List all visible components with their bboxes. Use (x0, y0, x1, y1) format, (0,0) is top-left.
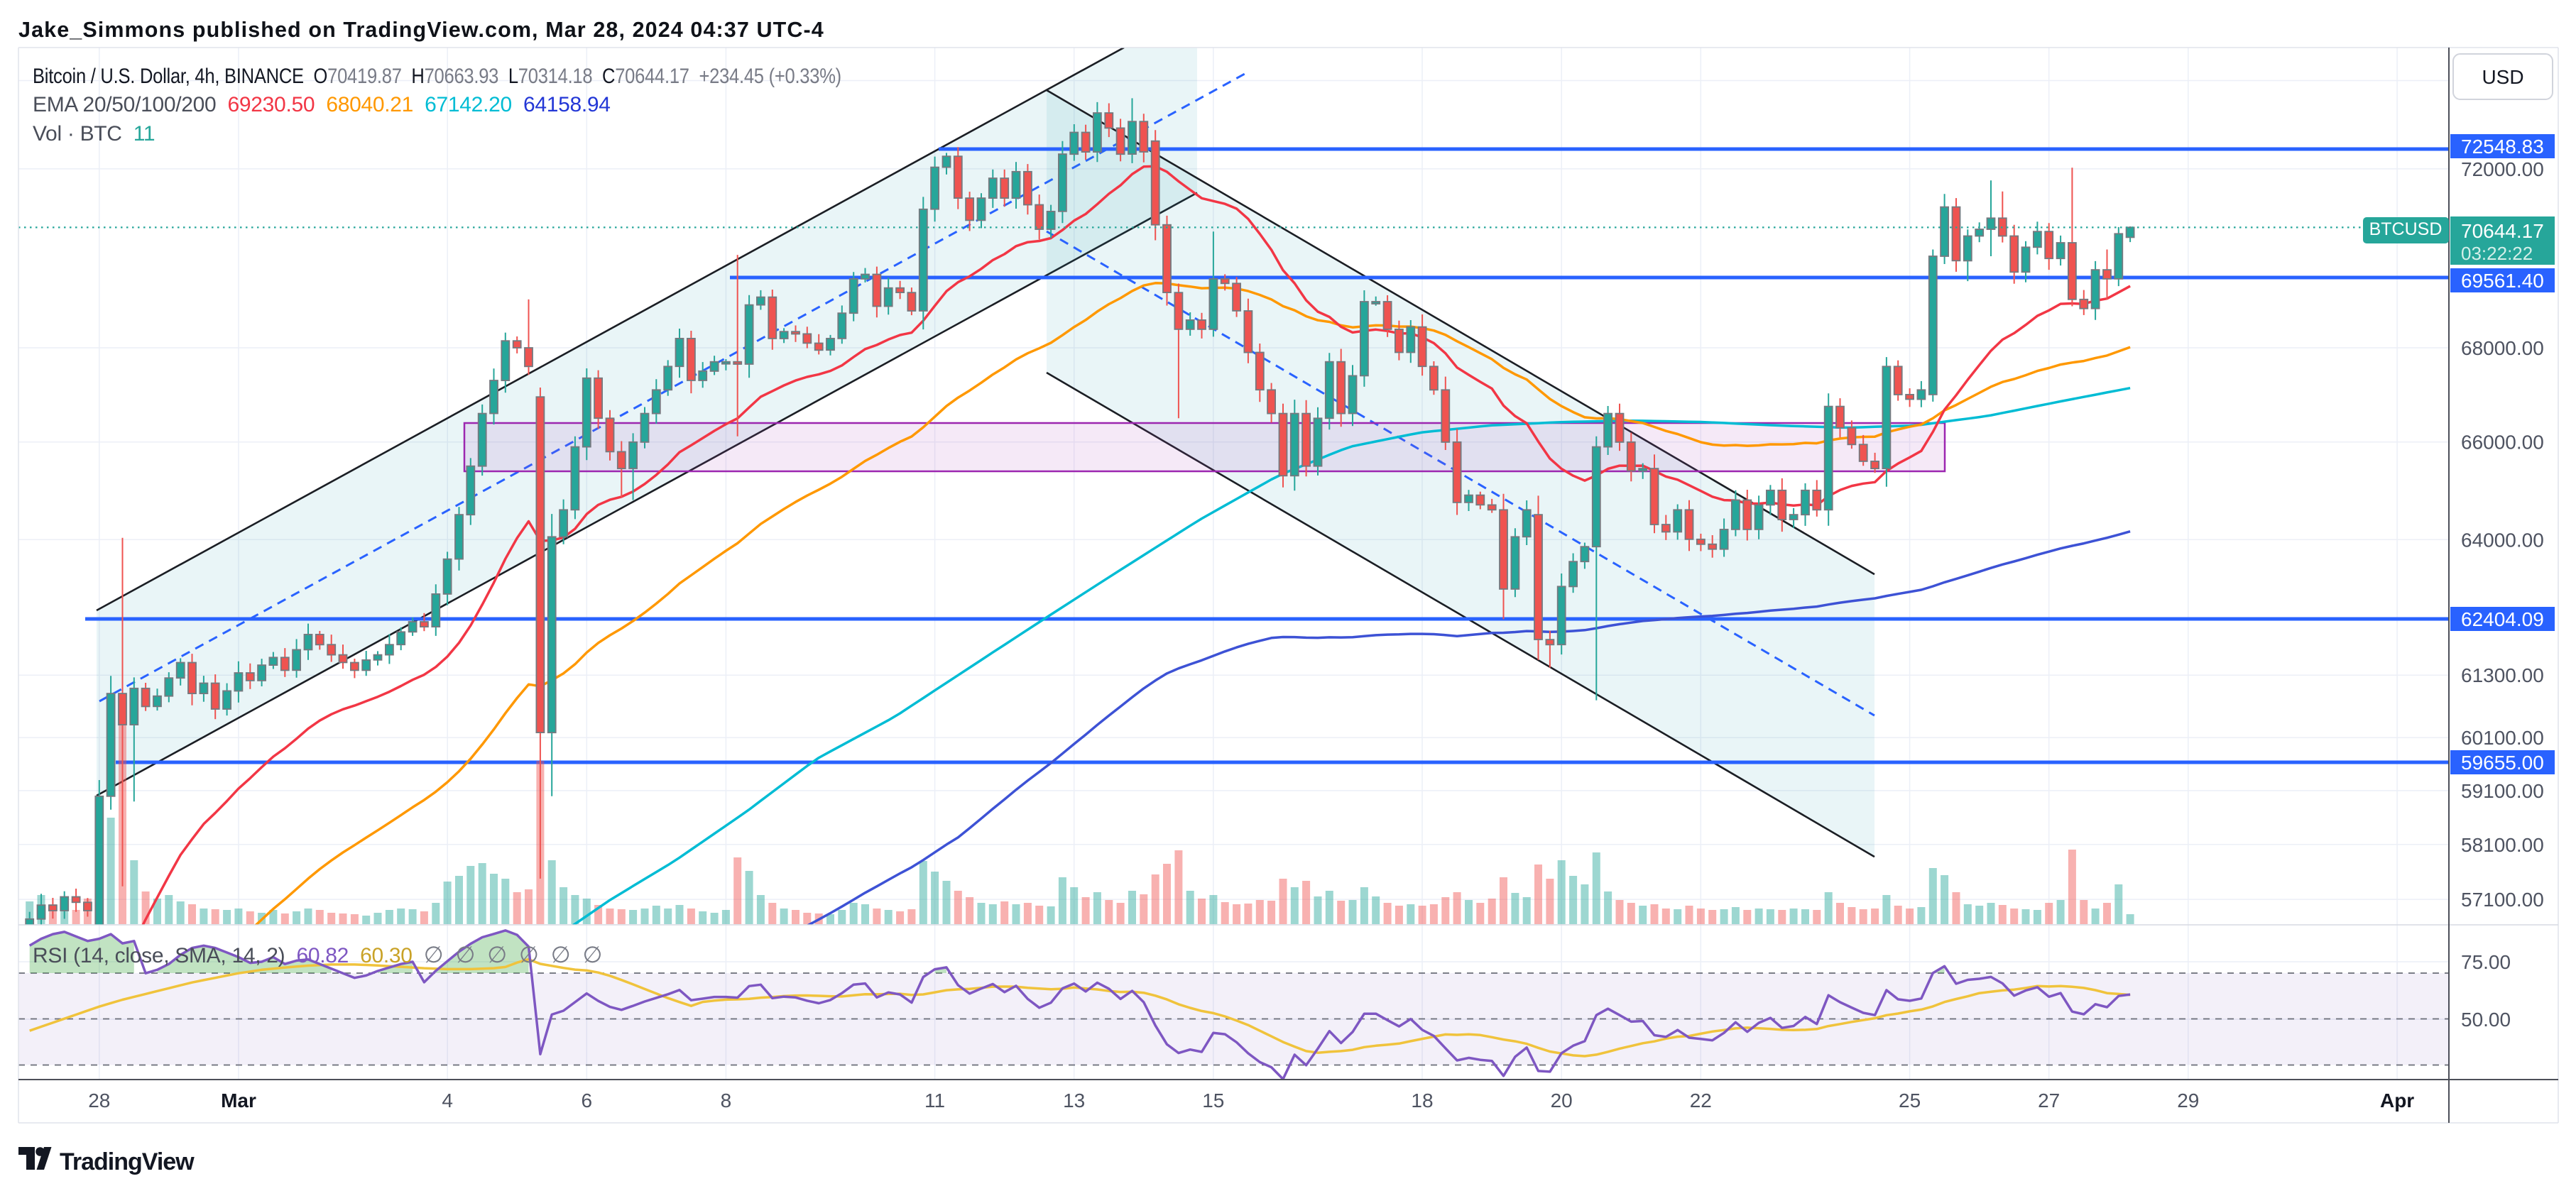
svg-text:20: 20 (1551, 1090, 1573, 1112)
svg-text:25: 25 (1899, 1090, 1921, 1112)
svg-text:18: 18 (1411, 1090, 1433, 1112)
svg-text:13: 13 (1063, 1090, 1085, 1112)
svg-text:EMA 20/50/100/200 69230.50 6: EMA 20/50/100/200 69230.50 68040.21 6714… (33, 93, 611, 116)
svg-text:RSI (14, close, SMA, 14, 2) 6: RSI (14, close, SMA, 14, 2) 60.82 60.30 … (33, 942, 602, 967)
svg-text:59655.00: 59655.00 (2461, 752, 2544, 774)
svg-text:50.00: 50.00 (2461, 1009, 2511, 1031)
svg-text:59100.00: 59100.00 (2461, 780, 2544, 802)
svg-text:4: 4 (442, 1090, 453, 1112)
svg-text:75.00: 75.00 (2461, 951, 2511, 973)
svg-text:69561.40: 69561.40 (2461, 270, 2544, 292)
svg-text:60100.00: 60100.00 (2461, 727, 2544, 749)
svg-text:70644.17: 70644.17 (2461, 220, 2544, 242)
svg-text:8: 8 (721, 1090, 732, 1112)
svg-text:6: 6 (582, 1090, 593, 1112)
svg-text:11: 11 (924, 1090, 945, 1112)
svg-text:03:22:22: 03:22:22 (2461, 243, 2533, 264)
svg-text:66000.00: 66000.00 (2461, 432, 2544, 454)
svg-text:61300.00: 61300.00 (2461, 664, 2544, 686)
svg-text:TradingView: TradingView (60, 1148, 195, 1175)
svg-text:27: 27 (2038, 1090, 2060, 1112)
svg-text:Jake_Simmons published on Trad: Jake_Simmons published on TradingView.co… (18, 18, 824, 42)
svg-text:Vol · BTC 11: Vol · BTC 11 (33, 122, 155, 146)
svg-text:Bitcoin / U.S. Dollar, 4h, BIN: Bitcoin / U.S. Dollar, 4h, BINANCE O7041… (33, 64, 841, 87)
svg-text:72000.00: 72000.00 (2461, 158, 2544, 180)
svg-text:Mar: Mar (221, 1090, 256, 1112)
svg-text:58100.00: 58100.00 (2461, 834, 2544, 856)
svg-text:BTCUSD: BTCUSD (2369, 219, 2443, 239)
svg-text:USD: USD (2482, 66, 2523, 88)
svg-text:62404.09: 62404.09 (2461, 608, 2544, 630)
svg-text:72548.83: 72548.83 (2461, 136, 2544, 158)
svg-text:57100.00: 57100.00 (2461, 889, 2544, 911)
svg-text:29: 29 (2177, 1090, 2199, 1112)
svg-text:64000.00: 64000.00 (2461, 529, 2544, 551)
svg-text:68000.00: 68000.00 (2461, 337, 2544, 359)
svg-text:15: 15 (1202, 1090, 1224, 1112)
svg-text:Apr: Apr (2380, 1090, 2414, 1112)
svg-text:22: 22 (1690, 1090, 1712, 1112)
svg-text:28: 28 (88, 1090, 110, 1112)
